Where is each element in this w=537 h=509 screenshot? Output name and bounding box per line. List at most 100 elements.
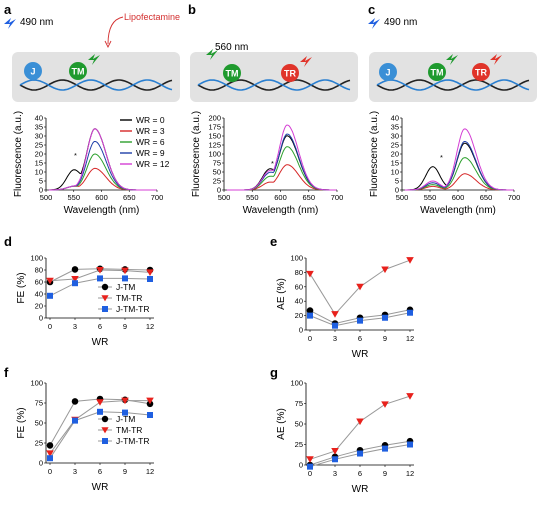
- y-tick-label: 40: [35, 114, 43, 123]
- shoulder-annotation: *: [440, 153, 443, 162]
- panel-label-d: d: [4, 234, 12, 249]
- x-tick-label: 650: [480, 193, 493, 202]
- schematic-c: 490 nm J TM TR: [368, 17, 537, 102]
- data-point: [46, 442, 54, 449]
- x-tick-label: 12: [146, 467, 154, 476]
- panel-label-b: b: [188, 2, 196, 17]
- data-point: [407, 441, 413, 448]
- dna-strand: [19, 79, 173, 91]
- y-axis-label: FE (%): [16, 407, 27, 438]
- dye-tm-circle: [223, 64, 241, 82]
- data-point: [382, 445, 388, 452]
- x-axis-label: Wavelength (nm): [420, 205, 496, 216]
- y-tick-label: 75: [213, 159, 221, 168]
- x-tick-label: 12: [406, 469, 414, 478]
- y-tick-label: 25: [295, 440, 303, 449]
- legend-entry: J-TM: [116, 282, 135, 292]
- y-tick-label: 30: [35, 132, 43, 141]
- schematic-b: 560 nm TM TR: [190, 42, 358, 102]
- dye-tr-circle: [472, 63, 490, 81]
- y-tick-label: 100: [290, 254, 303, 263]
- data-point: [332, 322, 338, 329]
- panel-label-a: a: [4, 2, 12, 17]
- legend-entry: J-TM-TR: [116, 436, 150, 446]
- y-axis-label: FE (%): [16, 272, 27, 303]
- y-tick-label: 20: [295, 311, 303, 320]
- y-tick-label: 60: [295, 282, 303, 291]
- y-axis-label: AE (%): [276, 408, 287, 440]
- y-tick-label: 25: [391, 141, 399, 150]
- y-axis-label: Fluorescence (a.u.): [191, 111, 202, 197]
- legend-entry: WR = 3: [136, 126, 165, 136]
- excitation-bolt-icon: [368, 18, 380, 29]
- dye-tr-label: TR: [284, 69, 296, 79]
- data-point: [96, 399, 104, 406]
- lipofectamine-arrow-icon: [107, 16, 124, 45]
- dye-j-label: J: [30, 67, 35, 77]
- x-tick-label: 3: [73, 322, 77, 331]
- y-tick-label: 0: [39, 314, 43, 323]
- shoulder-annotation: *: [271, 159, 274, 168]
- data-point: [406, 257, 414, 264]
- x-tick-label: 6: [98, 322, 102, 331]
- data-point: [147, 276, 153, 282]
- dna-helix: [19, 79, 173, 91]
- y-tick-label: 40: [295, 297, 303, 306]
- y-tick-label: 75: [295, 399, 303, 408]
- dye-j-circle: [379, 63, 397, 81]
- spectrum-line: [226, 133, 337, 191]
- legend-entry: WR = 6: [136, 137, 165, 147]
- y-tick-label: 5: [39, 177, 43, 186]
- data-point: [356, 418, 364, 426]
- x-tick-label: 6: [358, 334, 362, 343]
- ae-chart-e: 0 20 40 60 80 100 0 3 6 9 12 WR AE (%): [276, 254, 414, 361]
- data-point: [147, 412, 153, 418]
- legend-entry: TM-TR: [116, 293, 142, 303]
- x-tick-label: 550: [67, 193, 80, 202]
- data-point: [72, 417, 78, 424]
- y-tick-label: 0: [39, 186, 43, 195]
- y-tick-label: 5: [395, 177, 399, 186]
- y-tick-label: 200: [208, 114, 221, 123]
- dna-strand: [376, 79, 530, 91]
- data-point: [381, 401, 389, 408]
- spectrum-line: [226, 124, 337, 191]
- spectrum-line: [48, 128, 157, 191]
- data-point: [146, 269, 154, 276]
- data-point: [306, 456, 314, 463]
- dna-helix: [376, 79, 530, 91]
- ae-chart-g: 0 25 50 75 100 0 3 6 9 12 WR AE (%): [276, 379, 414, 496]
- x-axis-label: Wavelength (nm): [64, 205, 140, 216]
- y-tick-label: 40: [35, 290, 43, 299]
- excitation-bolt-icon: [4, 18, 16, 29]
- dye-tm-circle: [428, 63, 446, 81]
- y-tick-label: 80: [295, 268, 303, 277]
- x-tick-label: 0: [308, 469, 312, 478]
- y-tick-label: 150: [208, 132, 221, 141]
- x-tick-label: 3: [333, 334, 337, 343]
- x-tick-label: 3: [73, 467, 77, 476]
- panel-label-f: f: [4, 365, 9, 380]
- data-point: [121, 397, 129, 405]
- x-tick-label: 0: [48, 322, 52, 331]
- data-point: [381, 266, 389, 274]
- spectrum-line: [48, 167, 157, 191]
- y-tick-label: 50: [295, 420, 303, 429]
- data-point: [306, 270, 314, 278]
- spectrum-line: [404, 128, 514, 191]
- dye-tm-label: TM: [431, 68, 444, 78]
- schematic-a: 490 nm J TM Lipofectamine: [4, 12, 180, 102]
- x-tick-label: 3: [333, 469, 337, 478]
- dna-helix: [197, 79, 351, 91]
- excitation-wavelength: 490 nm: [20, 17, 53, 28]
- data-point: [331, 311, 339, 318]
- data-point: [306, 307, 314, 314]
- x-tick-label: 12: [146, 322, 154, 331]
- panel-label-c: c: [368, 2, 375, 17]
- data-point: [97, 275, 103, 282]
- dye-tm-circle: [69, 62, 87, 80]
- y-tick-label: 0: [299, 326, 303, 335]
- spectrum-line: [226, 146, 337, 191]
